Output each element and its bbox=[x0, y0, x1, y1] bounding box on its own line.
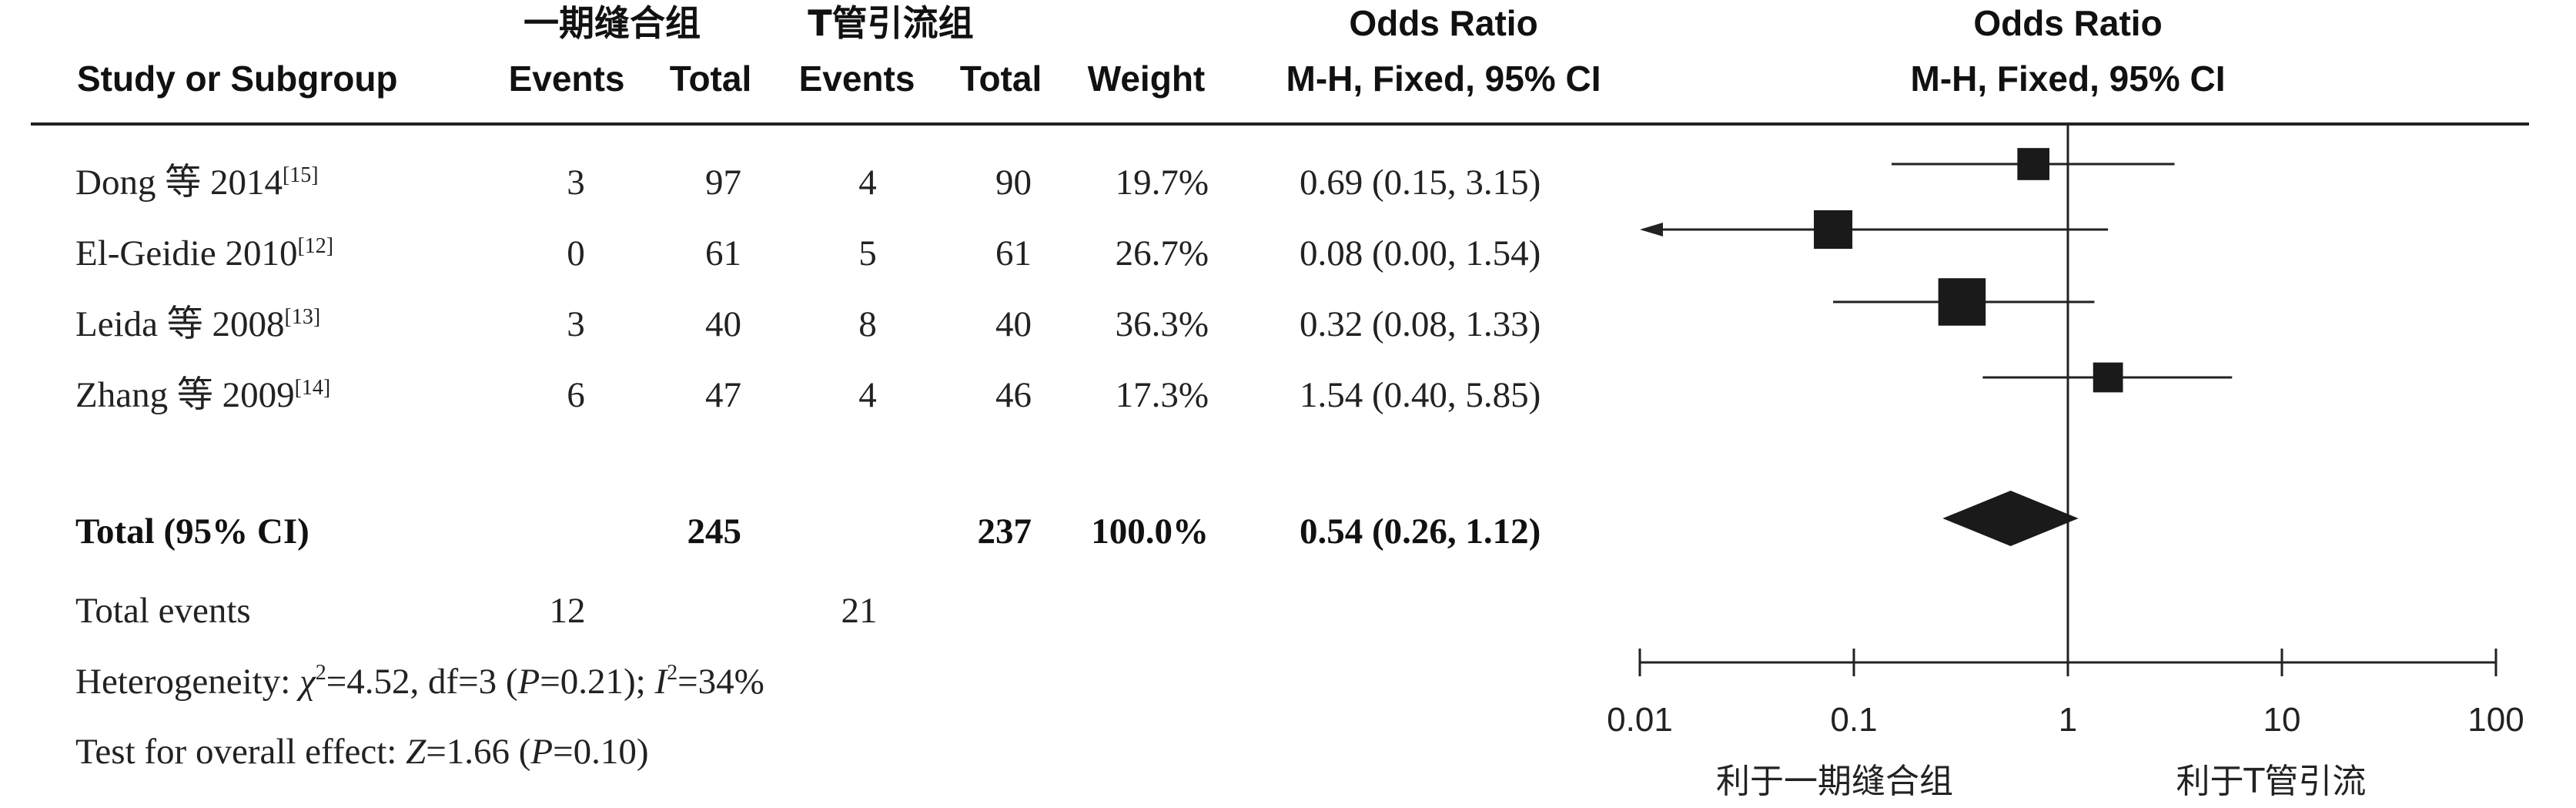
total2-sum: 237 bbox=[978, 511, 1032, 552]
total1-sum: 245 bbox=[687, 511, 742, 552]
pooled-diamond bbox=[1942, 491, 2079, 546]
total1-cell: 47 bbox=[705, 375, 741, 415]
events2-cell: 4 bbox=[858, 163, 877, 203]
weight-cell: 17.3% bbox=[1116, 375, 1209, 415]
weight-cell: 19.7% bbox=[1116, 163, 1209, 203]
total2-cell: 46 bbox=[995, 375, 1032, 415]
study-row: Dong 等 2014[15] 3 97 4 90 19.7% 0.69 (0.… bbox=[75, 163, 1541, 203]
forest-plot-area: 0.01 0.1 1 10 100 bbox=[1607, 124, 2524, 739]
col-events1-header: Events bbox=[509, 59, 625, 99]
or-ci-cell: 0.32 (0.08, 1.33) bbox=[1300, 304, 1541, 344]
col-study-header: Study or Subgroup bbox=[77, 59, 398, 99]
events1-cell: 6 bbox=[567, 375, 585, 415]
favours-right-label: 利于T管引流 bbox=[2176, 762, 2367, 801]
point-estimate-square bbox=[1938, 278, 1986, 326]
events2-cell: 8 bbox=[858, 304, 877, 344]
col-events2-header: Events bbox=[799, 59, 915, 99]
total-events-row: Total events 12 21 bbox=[75, 591, 878, 631]
ci-arrow bbox=[1640, 223, 1663, 236]
col-total2-header: Total bbox=[960, 59, 1042, 99]
favours-left-label: 利于一期缝合组 bbox=[1716, 762, 1953, 801]
plot-or-method: M-H, Fixed, 95% CI bbox=[1911, 59, 2226, 99]
overall-effect-text: Test for overall effect: Z=1.66 (P=0.10) bbox=[75, 732, 649, 772]
total1-cell: 61 bbox=[705, 233, 741, 273]
or-ci-cell: 1.54 (0.40, 5.85) bbox=[1300, 375, 1541, 415]
x-tick-label: 0.01 bbox=[1607, 701, 1673, 739]
total-label: Total (95% CI) bbox=[75, 511, 309, 552]
col-weight-header: Weight bbox=[1088, 59, 1205, 99]
x-tick-label: 0.1 bbox=[1830, 701, 1877, 739]
col-or-method: M-H, Fixed, 95% CI bbox=[1286, 59, 1601, 99]
total2-cell: 40 bbox=[995, 304, 1032, 344]
study-row: Zhang 等 2009[14] 6 47 4 46 17.3% 1.54 (0… bbox=[75, 375, 1541, 415]
events1-cell: 0 bbox=[567, 233, 585, 273]
events2-cell: 5 bbox=[858, 233, 877, 273]
x-tick-label: 10 bbox=[2263, 701, 2301, 739]
total2-cell: 90 bbox=[995, 163, 1032, 203]
study-row: Leida 等 2008[13] 3 40 8 40 36.3% 0.32 (0… bbox=[75, 304, 1541, 344]
or-ci-cell: 0.08 (0.00, 1.54) bbox=[1300, 233, 1541, 273]
group1-name: 一期缝合组 bbox=[524, 2, 701, 44]
point-estimate-square bbox=[2093, 362, 2123, 393]
study-name: Zhang 等 2009[14] bbox=[75, 375, 330, 415]
total-events-label: Total events bbox=[75, 591, 251, 631]
events2-cell: 4 bbox=[858, 375, 877, 415]
study-name: Dong 等 2014[15] bbox=[75, 163, 319, 203]
x-tick-label: 100 bbox=[2467, 701, 2524, 739]
study-name: Leida 等 2008[13] bbox=[75, 304, 320, 344]
study-name: El-Geidie 2010[12] bbox=[75, 233, 333, 273]
events1-cell: 3 bbox=[567, 163, 585, 203]
study-row: El-Geidie 2010[12] 0 61 5 61 26.7% 0.08 … bbox=[75, 233, 1541, 273]
total1-cell: 40 bbox=[705, 304, 741, 344]
total-events1: 12 bbox=[550, 591, 586, 631]
total2-cell: 61 bbox=[995, 233, 1032, 273]
group2-name: T管引流组 bbox=[808, 2, 973, 44]
events1-cell: 3 bbox=[567, 304, 585, 344]
point-estimate-square bbox=[2017, 148, 2050, 180]
plot-or-title: Odds Ratio bbox=[1973, 3, 2162, 43]
total-weight: 100.0% bbox=[1091, 511, 1209, 552]
x-tick-label: 1 bbox=[2059, 701, 2077, 739]
total1-cell: 97 bbox=[705, 163, 741, 203]
weight-cell: 26.7% bbox=[1116, 233, 1209, 273]
or-ci-cell: 0.69 (0.15, 3.15) bbox=[1300, 163, 1541, 203]
point-estimate-square bbox=[1814, 210, 1853, 250]
total-events2: 21 bbox=[841, 591, 878, 631]
heterogeneity-text: Heterogeneity: χ2=4.52, df=3 (P=0.21); I… bbox=[75, 661, 764, 702]
total-or-ci: 0.54 (0.26, 1.12) bbox=[1300, 511, 1541, 552]
col-or-title: Odds Ratio bbox=[1349, 3, 1537, 43]
total-row: Total (95% CI) 245 237 100.0% 0.54 (0.26… bbox=[75, 511, 1541, 552]
weight-cell: 36.3% bbox=[1116, 304, 1209, 344]
col-total1-header: Total bbox=[670, 59, 751, 99]
